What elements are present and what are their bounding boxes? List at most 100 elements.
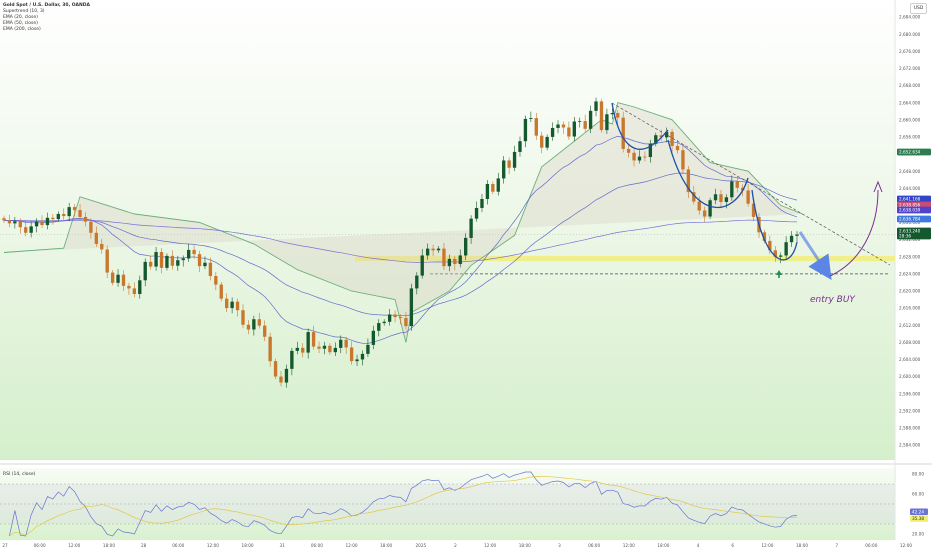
candle[interactable] [349, 341, 354, 365]
candle[interactable] [594, 97, 598, 117]
candle[interactable] [550, 122, 555, 141]
ema20-line[interactable] [3, 135, 798, 344]
candle[interactable] [588, 105, 593, 134]
candle[interactable] [148, 255, 153, 270]
candle[interactable] [257, 312, 261, 329]
candle[interactable] [540, 131, 544, 154]
candle[interactable] [496, 172, 500, 196]
candle[interactable] [328, 343, 332, 355]
candle[interactable] [2, 215, 6, 223]
cup-right-curve[interactable] [751, 189, 798, 261]
candle[interactable] [29, 221, 33, 238]
candle[interactable] [670, 128, 674, 153]
candle[interactable] [170, 250, 175, 270]
candle[interactable] [127, 282, 131, 295]
candle[interactable] [626, 144, 631, 158]
candle[interactable] [105, 245, 109, 279]
candle[interactable] [219, 281, 223, 302]
descending-trendline[interactable] [611, 102, 891, 266]
rsi-legend[interactable]: RSI (14, close) [3, 472, 36, 477]
candle[interactable] [779, 252, 783, 264]
candle[interactable] [681, 145, 685, 175]
candle[interactable] [425, 243, 430, 260]
candle[interactable] [317, 341, 321, 354]
candle[interactable] [371, 325, 376, 350]
price-axis[interactable]: 2,684.000 2,680.000 2,676.000 2,672.000 2,66… [899, 15, 921, 448]
candle[interactable] [561, 121, 566, 134]
candle[interactable] [339, 335, 343, 354]
candle[interactable] [110, 270, 115, 286]
candle[interactable] [284, 364, 289, 388]
candle[interactable] [116, 269, 120, 287]
candle[interactable] [235, 298, 240, 317]
candle[interactable] [13, 216, 17, 229]
candle[interactable] [404, 311, 408, 330]
candle[interactable] [56, 211, 60, 222]
candle[interactable] [491, 181, 495, 195]
candle[interactable] [409, 283, 414, 331]
cup-left-curve[interactable] [611, 102, 669, 150]
candle[interactable] [702, 206, 707, 223]
candle[interactable] [181, 255, 185, 267]
candle[interactable] [344, 336, 348, 354]
candle[interactable] [295, 341, 299, 355]
candle[interactable] [415, 272, 419, 295]
candle[interactable] [203, 256, 207, 270]
candle[interactable] [100, 238, 104, 254]
candle[interactable] [686, 166, 691, 199]
candle[interactable] [768, 235, 772, 255]
candle[interactable] [306, 328, 310, 359]
candle[interactable] [436, 246, 441, 253]
candle[interactable] [610, 108, 615, 120]
candle[interactable] [143, 258, 147, 287]
candle[interactable] [214, 272, 218, 291]
candle[interactable] [556, 120, 560, 134]
candle[interactable] [34, 218, 39, 233]
candle[interactable] [398, 314, 403, 325]
support-zone[interactable] [355, 255, 895, 262]
candle[interactable] [773, 246, 777, 262]
candle[interactable] [643, 151, 647, 162]
candle[interactable] [263, 320, 267, 342]
candle[interactable] [578, 117, 582, 128]
candle[interactable] [230, 297, 234, 314]
legend-ema20[interactable]: EMA (20, close) [3, 15, 38, 20]
symbol-title[interactable]: Gold Spot / U.S. Dollar, 30, OANDA [3, 3, 90, 8]
candle[interactable] [366, 338, 370, 357]
candle[interactable] [572, 116, 576, 142]
candle[interactable] [545, 134, 549, 151]
candle[interactable] [474, 201, 479, 222]
candle[interactable] [268, 332, 272, 367]
candle[interactable] [387, 308, 392, 326]
candle[interactable] [735, 176, 739, 193]
candle[interactable] [523, 115, 528, 148]
candle[interactable] [273, 358, 278, 380]
legend-supertrend[interactable]: Supertrend (10, 3) [3, 9, 45, 14]
candle[interactable] [442, 243, 446, 271]
candle[interactable] [377, 319, 381, 337]
ema200-line[interactable] [4, 219, 798, 263]
candle[interactable] [480, 193, 484, 213]
candle[interactable] [186, 243, 191, 262]
candle[interactable] [507, 157, 511, 175]
candle[interactable] [279, 370, 283, 387]
candle[interactable] [599, 98, 604, 133]
candle[interactable] [138, 275, 142, 299]
candle[interactable] [502, 156, 506, 184]
time-axis[interactable]: 27 06:00 12:00 18:00 28 06:00 12:00 18:00 31 06:0… [2, 543, 912, 548]
candle[interactable] [708, 197, 712, 220]
candle[interactable] [290, 347, 294, 376]
candle[interactable] [67, 202, 71, 222]
candle[interactable] [605, 108, 609, 134]
candle[interactable] [311, 325, 316, 350]
drawings-layer[interactable] [611, 102, 891, 281]
candle[interactable] [252, 315, 256, 336]
candle[interactable] [7, 214, 12, 228]
candle[interactable] [62, 208, 66, 220]
candle[interactable] [121, 270, 126, 291]
candle[interactable] [322, 341, 327, 355]
legend-ema50[interactable]: EMA (50, close) [3, 21, 38, 26]
candle[interactable] [713, 188, 718, 205]
cup-middle-curve[interactable] [667, 139, 749, 209]
